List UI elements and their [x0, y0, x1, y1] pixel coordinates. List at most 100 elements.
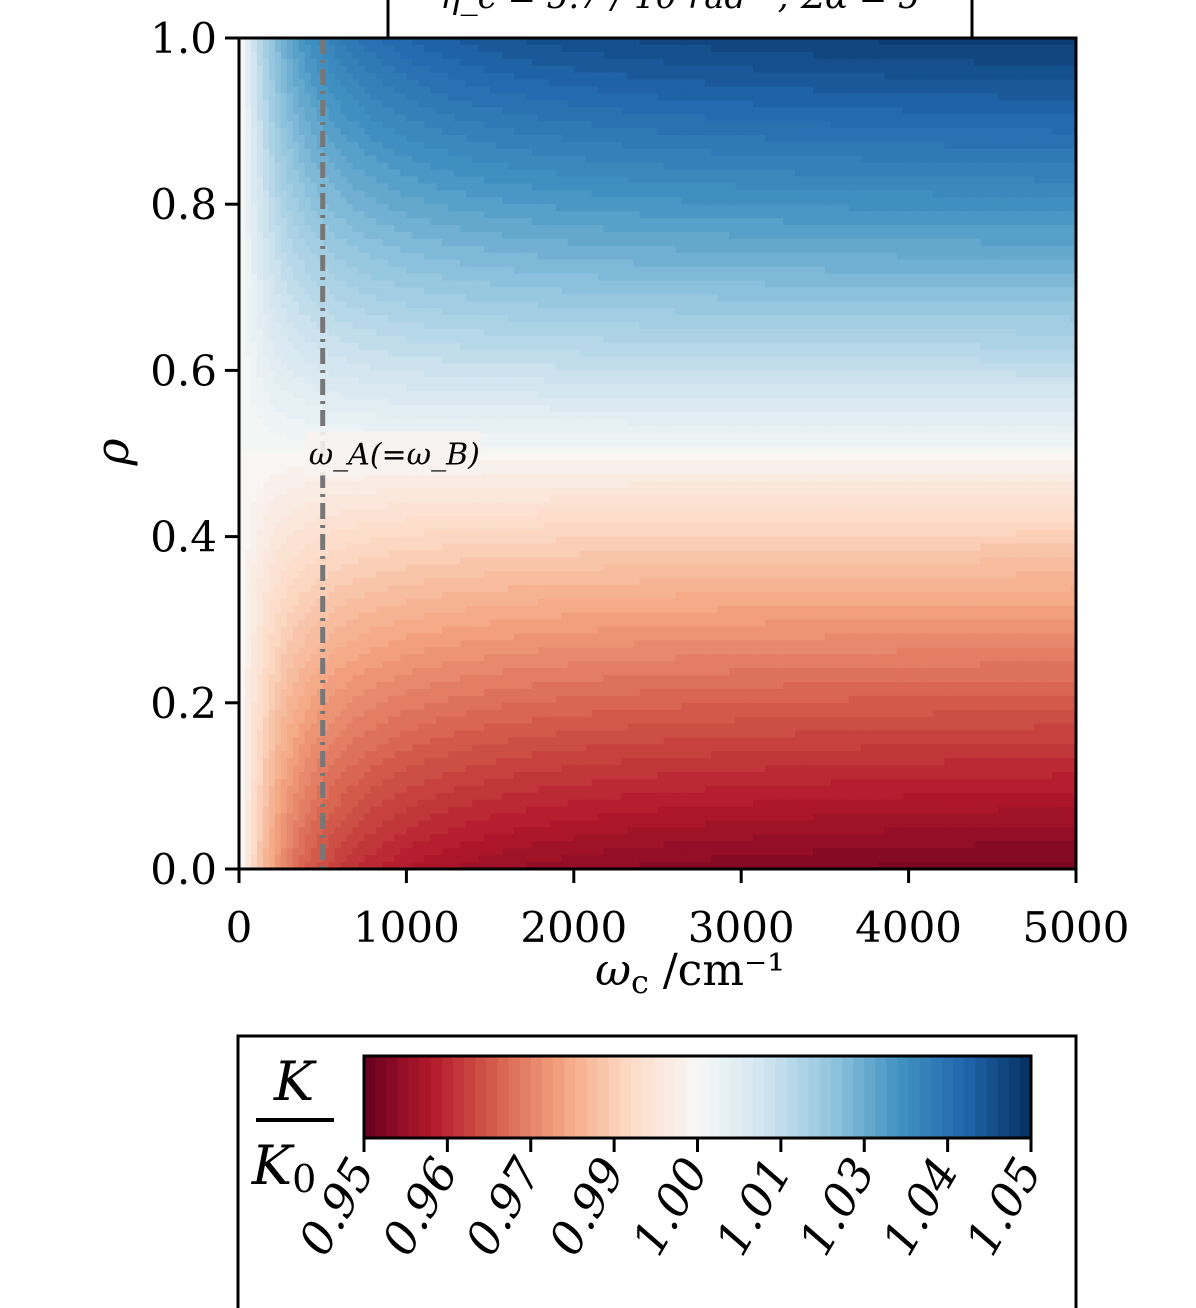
heatmap-cell [370, 598, 378, 607]
heatmap-cell [256, 460, 264, 468]
heatmap-cell [292, 709, 300, 718]
heatmap-cell [310, 592, 318, 600]
heatmap-cell [358, 543, 366, 552]
heatmap-cell [370, 855, 378, 863]
heatmap-cell [262, 335, 270, 344]
heatmap-cell [328, 709, 336, 718]
heatmap-cell [364, 259, 372, 268]
heatmap-cell [340, 501, 348, 510]
heatmap-cell [346, 848, 354, 856]
heatmap-cell [382, 647, 390, 655]
heatmap-cell [454, 287, 461, 295]
heatmap-cell [286, 79, 294, 88]
heatmap-cell [484, 204, 491, 212]
heatmap-cell [436, 384, 443, 392]
heatmap-cell [442, 398, 449, 406]
heatmap-cell [286, 792, 294, 801]
heatmap-cell [400, 294, 407, 302]
heatmap-cell [388, 321, 396, 330]
heatmap-cell [286, 204, 294, 212]
heatmap-cell [268, 86, 276, 94]
heatmap-cell [280, 204, 288, 212]
heatmap-cell [280, 550, 288, 558]
heatmap-cell [448, 155, 455, 164]
heatmap-cell [382, 356, 390, 365]
heatmap-cell [442, 65, 449, 74]
heatmap-cell [352, 702, 360, 711]
heatmap-cell [472, 668, 479, 676]
heatmap-cell [352, 72, 360, 81]
heatmap-cell [460, 695, 467, 704]
heatmap-cell [274, 79, 282, 88]
heatmap-cell [322, 772, 330, 780]
heatmap-cell [250, 813, 258, 822]
heatmap-cell [406, 522, 413, 531]
heatmap-cell [286, 806, 294, 815]
heatmap-cell [310, 335, 318, 344]
heatmap-cell [400, 592, 407, 600]
heatmap-cell [346, 245, 354, 254]
heatmap-cell [346, 294, 354, 302]
heatmap-cell [304, 481, 312, 489]
heatmap-cell [412, 100, 419, 108]
heatmap-cell [274, 702, 282, 711]
heatmap-cell [256, 626, 264, 635]
heatmap-cell [382, 709, 390, 718]
heatmap-cell [352, 695, 360, 704]
heatmap-cell [244, 605, 252, 614]
heatmap-cell [304, 647, 312, 655]
heatmap-cell [478, 197, 485, 205]
heatmap-cell [484, 377, 491, 385]
heatmap-cell [304, 592, 312, 600]
heatmap-cell [340, 682, 348, 690]
heatmap-cell [472, 418, 479, 427]
heatmap-cell [400, 792, 407, 801]
heatmap-cell [424, 522, 431, 531]
heatmap-cell [376, 501, 384, 510]
heatmap-cell [436, 86, 443, 94]
heatmap-cell [370, 529, 378, 538]
heatmap-cell [262, 695, 270, 704]
heatmap-cell [316, 134, 324, 143]
heatmap-cell [274, 65, 282, 74]
heatmap-cell [298, 564, 306, 572]
heatmap-cell [340, 411, 348, 420]
heatmap-cell [304, 231, 312, 240]
heatmap-cell [412, 522, 419, 531]
heatmap-cell [292, 231, 300, 240]
heatmap-cell [274, 134, 282, 143]
heatmap-cell [280, 176, 288, 185]
heatmap-cell [370, 744, 378, 752]
heatmap-cell [418, 418, 425, 427]
heatmap-cell [448, 51, 455, 60]
heatmap-cell [244, 315, 252, 323]
heatmap-cell [388, 688, 396, 697]
heatmap-cell [316, 93, 324, 101]
heatmap-cell [382, 661, 390, 669]
heatmap-cell [274, 481, 282, 489]
heatmap-cell [280, 536, 288, 545]
heatmap-cell [466, 578, 473, 586]
heatmap-cell [316, 543, 324, 552]
heatmap-cell [280, 515, 288, 524]
heatmap-cell [412, 405, 419, 413]
heatmap-cell [304, 342, 312, 351]
heatmap-cell [388, 695, 396, 704]
heatmap-cell [430, 772, 437, 780]
heatmap-cell [466, 571, 473, 579]
heatmap-cell [460, 529, 467, 538]
heatmap-cell [310, 619, 318, 628]
heatmap-cell [394, 51, 402, 60]
heatmap-cell [334, 806, 342, 815]
heatmap-cell [466, 848, 473, 856]
heatmap-cell [466, 647, 473, 655]
heatmap-cell [304, 564, 312, 572]
heatmap-cell [358, 578, 366, 586]
heatmap-cell [364, 370, 372, 378]
heatmap-cell [256, 799, 264, 808]
heatmap-cell [250, 536, 258, 545]
heatmap-cell [262, 619, 270, 628]
heatmap-cell [304, 536, 312, 545]
heatmap-cell [370, 702, 378, 711]
heatmap-cell [394, 640, 402, 648]
